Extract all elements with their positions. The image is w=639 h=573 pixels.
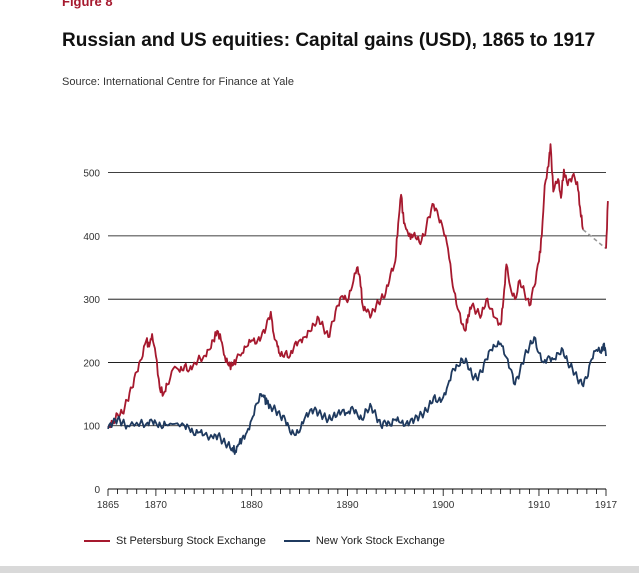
y-tick-label-100: 100 — [83, 422, 100, 433]
series-line-st-petersburg-1 — [605, 201, 609, 249]
x-axis: 1865 1870 1880 1890 1900 1910 1917 — [97, 488, 618, 511]
legend-swatch-new-york — [283, 540, 310, 542]
y-tick-labels: 0 100 200 300 400 500 — [83, 169, 100, 496]
legend-swatch-st-petersburg — [84, 540, 110, 542]
series-line-new-york — [107, 336, 607, 455]
series-line-st-petersburg-0 — [107, 143, 584, 429]
legend-item-new-york: New York Stock Exchange — [283, 535, 445, 547]
x-tick-label-1865: 1865 — [97, 500, 120, 511]
y-tick-label-400: 400 — [83, 232, 100, 243]
y-tick-label-200: 200 — [83, 358, 100, 369]
legend-label-st-petersburg: St Petersburg Stock Exchange — [116, 535, 266, 547]
y-tick-label-500: 500 — [83, 169, 100, 180]
dashed-gap-line — [582, 228, 607, 250]
legend-label-new-york: New York Stock Exchange — [315, 535, 445, 547]
chart-title: Russian and US equities: Capital gains (… — [62, 30, 596, 51]
x-tick-label-1880: 1880 — [241, 500, 264, 511]
series-layer — [107, 143, 609, 455]
x-tick-label-1890: 1890 — [336, 500, 359, 511]
chart-source: Source: International Centre for Finance… — [62, 76, 294, 88]
x-tick-label-1910: 1910 — [528, 500, 551, 511]
x-tick-label-1917: 1917 — [595, 500, 618, 511]
y-tick-label-0: 0 — [94, 485, 100, 496]
legend: St Petersburg Stock Exchange New York St… — [84, 535, 463, 547]
figure-label: Figure 8 — [62, 0, 113, 9]
legend-item-st-petersburg: St Petersburg Stock Exchange — [84, 535, 266, 547]
x-tick-label-1900: 1900 — [432, 500, 455, 511]
y-tick-label-300: 300 — [83, 295, 100, 306]
x-tick-label-1870: 1870 — [145, 500, 168, 511]
bottom-scrollbar — [0, 566, 639, 573]
